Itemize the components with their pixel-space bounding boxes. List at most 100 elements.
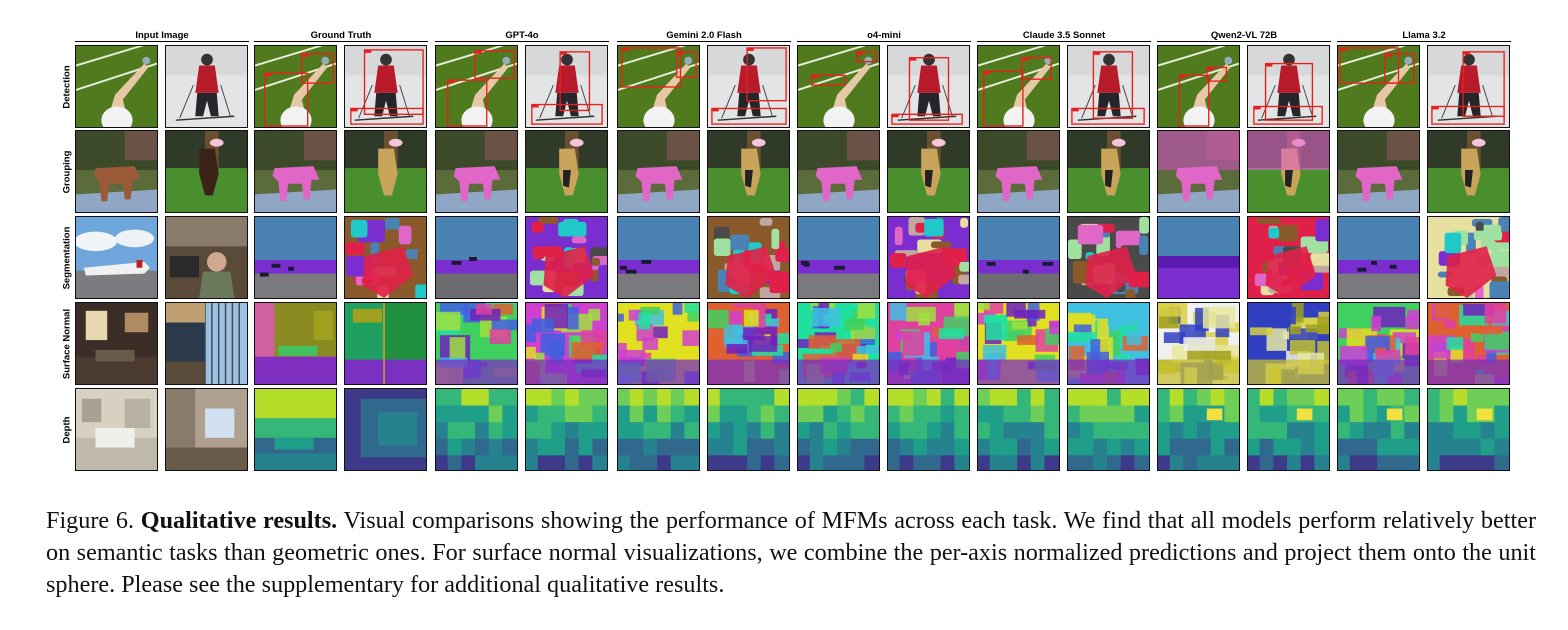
column-header-ground-truth: Ground Truth (310, 30, 372, 41)
column-header-qwen2-vl-72b: Qwen2-VL 72B (1210, 30, 1278, 41)
tile-detection-llama-3-2-1 (1337, 45, 1420, 128)
tile-segmentation-gemini-2-0-flash-2 (707, 216, 790, 299)
tile-normal-llama-3-2-2 (1427, 302, 1510, 385)
tile-depth-o4-mini-1 (797, 388, 880, 471)
row-label-text: Segmentation (61, 226, 73, 289)
tile-normal-o4-mini-2 (887, 302, 970, 385)
tile-detection-claude-3-5-sonnet-1 (977, 45, 1060, 128)
tile-grouping-claude-3-5-sonnet-2 (1067, 130, 1150, 213)
tile-grouping-input-image-1 (75, 130, 158, 213)
tile-depth-claude-3-5-sonnet-2 (1067, 388, 1150, 471)
tile-grouping-gpt-4o-1 (435, 130, 518, 213)
tile-depth-llama-3-2-1 (1337, 388, 1420, 471)
column-rule (254, 41, 428, 42)
tile-normal-gemini-2-0-flash-1 (617, 302, 700, 385)
column-header-gemini-2-0-flash: Gemini 2.0 Flash (666, 30, 742, 41)
tile-depth-qwen2-vl-72b-1 (1157, 388, 1240, 471)
tile-grouping-qwen2-vl-72b-2 (1247, 130, 1330, 213)
tile-grouping-gemini-2-0-flash-1 (617, 130, 700, 213)
tile-depth-gpt-4o-1 (435, 388, 518, 471)
tile-normal-ground-truth-2 (344, 302, 427, 385)
tile-depth-llama-3-2-2 (1427, 388, 1510, 471)
tile-segmentation-ground-truth-2 (344, 216, 427, 299)
tile-segmentation-input-image-1 (75, 216, 158, 299)
row-label-text: Depth (61, 416, 73, 443)
tile-segmentation-gpt-4o-1 (435, 216, 518, 299)
tile-grouping-llama-3-2-1 (1337, 130, 1420, 213)
tile-detection-input-image-1 (75, 45, 158, 128)
tile-depth-qwen2-vl-72b-2 (1247, 388, 1330, 471)
tile-grouping-claude-3-5-sonnet-1 (977, 130, 1060, 213)
tile-normal-o4-mini-1 (797, 302, 880, 385)
tile-detection-llama-3-2-2 (1427, 45, 1510, 128)
tile-depth-gpt-4o-2 (525, 388, 608, 471)
tile-normal-qwen2-vl-72b-2 (1247, 302, 1330, 385)
tile-segmentation-o4-mini-1 (797, 216, 880, 299)
tile-segmentation-gemini-2-0-flash-1 (617, 216, 700, 299)
tile-detection-qwen2-vl-72b-2 (1247, 45, 1330, 128)
tile-depth-ground-truth-1 (254, 388, 337, 471)
tile-normal-ground-truth-1 (254, 302, 337, 385)
tile-depth-o4-mini-2 (887, 388, 970, 471)
tile-detection-gemini-2-0-flash-1 (617, 45, 700, 128)
tile-depth-gemini-2-0-flash-1 (617, 388, 700, 471)
tile-segmentation-claude-3-5-sonnet-1 (977, 216, 1060, 299)
column-rule (1157, 41, 1331, 42)
tile-segmentation-input-image-2 (165, 216, 248, 299)
tile-normal-gpt-4o-1 (435, 302, 518, 385)
caption-text: Visual comparisons showing the performan… (46, 507, 1536, 598)
column-rule (617, 41, 791, 42)
column-header-gpt-4o: GPT-4o (505, 30, 539, 41)
tile-grouping-ground-truth-1 (254, 130, 337, 213)
column-header-input-image: Input Image (135, 30, 189, 41)
column-rule (435, 41, 609, 42)
tile-normal-input-image-1 (75, 302, 158, 385)
tile-detection-gemini-2-0-flash-2 (707, 45, 790, 128)
tile-detection-claude-3-5-sonnet-2 (1067, 45, 1150, 128)
tile-normal-qwen2-vl-72b-1 (1157, 302, 1240, 385)
tile-grouping-qwen2-vl-72b-1 (1157, 130, 1240, 213)
tile-grouping-ground-truth-2 (344, 130, 427, 213)
column-rule (75, 41, 249, 42)
tile-grouping-o4-mini-1 (797, 130, 880, 213)
tile-detection-o4-mini-2 (887, 45, 970, 128)
column-rule (1337, 41, 1511, 42)
tile-depth-input-image-2 (165, 388, 248, 471)
tile-normal-gpt-4o-2 (525, 302, 608, 385)
tile-grouping-llama-3-2-2 (1427, 130, 1510, 213)
tile-depth-input-image-1 (75, 388, 158, 471)
tile-normal-claude-3-5-sonnet-2 (1067, 302, 1150, 385)
tile-segmentation-claude-3-5-sonnet-2 (1067, 216, 1150, 299)
tile-grouping-input-image-2 (165, 130, 248, 213)
tile-detection-qwen2-vl-72b-1 (1157, 45, 1240, 128)
tile-normal-input-image-2 (165, 302, 248, 385)
qualitative-results-figure: Input Image Ground Truth GPT-4o Gemini 2.0 … (61, 30, 1511, 471)
tile-detection-ground-truth-1 (254, 45, 337, 128)
tile-segmentation-gpt-4o-2 (525, 216, 608, 299)
tile-grouping-gpt-4o-2 (525, 130, 608, 213)
column-rule (797, 41, 971, 42)
caption-title: Qualitative results. (140, 507, 338, 534)
tile-detection-gpt-4o-2 (525, 45, 608, 128)
tile-segmentation-llama-3-2-2 (1427, 216, 1510, 299)
tile-depth-claude-3-5-sonnet-1 (977, 388, 1060, 471)
tile-segmentation-llama-3-2-1 (1337, 216, 1420, 299)
tile-segmentation-qwen2-vl-72b-2 (1247, 216, 1330, 299)
tile-detection-gpt-4o-1 (435, 45, 518, 128)
tile-depth-ground-truth-2 (344, 388, 427, 471)
tile-detection-o4-mini-1 (797, 45, 880, 128)
figure-caption: Figure 6. Qualitative results. Visual co… (46, 505, 1536, 601)
column-header-llama-3-2: Llama 3.2 (1402, 30, 1446, 41)
tile-grouping-o4-mini-2 (887, 130, 970, 213)
tile-detection-ground-truth-2 (344, 45, 427, 128)
tile-segmentation-o4-mini-2 (887, 216, 970, 299)
row-label-text: Grouping (61, 150, 73, 193)
tile-normal-claude-3-5-sonnet-1 (977, 302, 1060, 385)
row-label-text: Detection (61, 64, 73, 109)
tile-segmentation-ground-truth-1 (254, 216, 337, 299)
column-header-o4-mini: o4-mini (867, 30, 901, 41)
tile-detection-input-image-2 (165, 45, 248, 128)
column-rule (977, 41, 1151, 42)
column-header-claude-3-5-sonnet: Claude 3.5 Sonnet (1022, 30, 1106, 41)
caption-label: Figure 6. (46, 507, 135, 534)
